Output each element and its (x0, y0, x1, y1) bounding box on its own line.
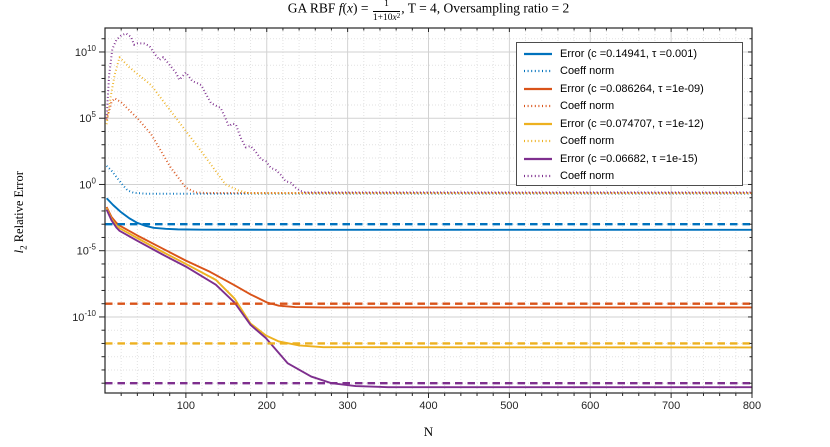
series-lines (105, 32, 753, 389)
legend-entry-0: Error (c =0.14941, τ =0.001) (523, 45, 742, 63)
legend-entry-label: Coeff norm (560, 135, 615, 148)
legend-entry-label: Error (c =0.074707, τ =1e-12) (560, 117, 704, 130)
x-tick-label: 100 (177, 400, 195, 412)
title-suffix: , T = 4, Oversampling ratio = 2 (401, 0, 570, 16)
y-tick-label: 10-10 (72, 309, 96, 324)
axis-ticks (99, 28, 753, 398)
legend-line-sample-solid (523, 80, 553, 98)
title-prefix: GA RBF (287, 0, 339, 16)
legend-line-sample-solid (523, 150, 553, 168)
legend: Error (c =0.14941, τ =0.001) Coeff norm Er… (516, 42, 743, 186)
x-tick-label: 600 (581, 400, 599, 412)
y-axis-label: l2 Relative Error (11, 171, 29, 254)
x-tick-label: 700 (662, 400, 680, 412)
legend-entry-label: Coeff norm (560, 100, 615, 113)
legend-line-sample-solid (523, 45, 553, 63)
fraction-numerator: 1 (372, 0, 401, 12)
y-tick-label: 10-5 (77, 243, 97, 258)
title-fraction: 1 1+10x2 (372, 0, 401, 23)
x-tick-labels: 100 200 300 400 500 600 700 800 (177, 400, 761, 412)
legend-entry-1: Coeff norm (523, 63, 742, 81)
y-tick-labels: 1010 105 100 10-5 10-10 (72, 44, 96, 324)
y-tick-label: 105 (79, 110, 96, 125)
x-tick-label: 500 (500, 400, 518, 412)
legend-entry-label: Error (c =0.086264, τ =1e-09) (560, 82, 704, 95)
series-error-c2 (105, 206, 752, 309)
legend-entry-6: Error (c =0.06682, τ =1e-15) (523, 150, 742, 168)
grid-major (105, 28, 752, 393)
title-paren-open: ( (342, 0, 348, 16)
series-coeff-c4 (105, 32, 752, 194)
legend-entry-label: Coeff norm (560, 170, 615, 183)
legend-entry-4: Error (c =0.074707, τ =1e-12) (523, 115, 742, 133)
legend-line-sample-solid (523, 115, 553, 133)
legend-entry-label: Error (c =0.06682, τ =1e-15) (560, 152, 698, 165)
legend-line-sample-dotted (523, 62, 553, 80)
series-error-c4 (105, 209, 752, 389)
x-tick-label: 300 (338, 400, 356, 412)
legend-entry-5: Coeff norm (523, 133, 742, 151)
legend-entry-2: Error (c =0.086264, τ =1e-09) (523, 80, 742, 98)
fraction-denominator: 1+10x2 (372, 11, 401, 23)
x-axis-label: N (423, 424, 434, 439)
legend-entry-label: Coeff norm (560, 65, 615, 78)
legend-line-sample-dotted (523, 132, 553, 150)
x-tick-label: 800 (743, 400, 761, 412)
series-error-c3 (105, 207, 753, 349)
chart-title: GA RBF f(x) = 1 1+10x2, T = 4, Oversampli… (105, 0, 752, 23)
x-tick-label: 200 (258, 400, 276, 412)
title-paren-close: ) = (353, 0, 372, 16)
legend-entry-7: Coeff norm (523, 168, 742, 186)
legend-entry-3: Coeff norm (523, 98, 742, 116)
x-tick-label: 400 (419, 400, 437, 412)
y-tick-label: 100 (79, 176, 96, 191)
title-f: f (338, 0, 343, 16)
series-error-c1 (105, 197, 752, 231)
y-tick-label: 1010 (75, 44, 97, 59)
title-x: x (347, 0, 353, 16)
legend-line-sample-dotted (523, 97, 553, 115)
legend-entry-label: Error (c =0.14941, τ =0.001) (560, 47, 698, 60)
legend-line-sample-dotted (523, 167, 553, 185)
